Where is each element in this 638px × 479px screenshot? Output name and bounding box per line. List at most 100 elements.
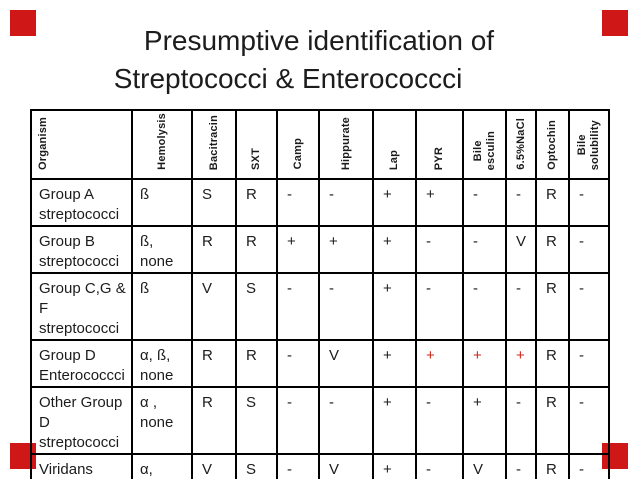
result-cell: V (191, 271, 237, 341)
result-cell: + (372, 271, 417, 341)
result-cell: + (276, 224, 320, 274)
col-header-optochin: Optochin (535, 109, 570, 180)
result-cell: - (415, 224, 464, 274)
result-cell: + (462, 385, 507, 455)
table-row: Group B streptococci ß, none R R + + + - - V R - (30, 224, 610, 274)
result-cell: α, ß, none (131, 338, 193, 388)
col-header-lap: Lap (372, 109, 417, 180)
col-header-label-camp: Camp (291, 138, 304, 170)
result-cell: - (462, 224, 507, 274)
result-cell: + (462, 338, 507, 388)
result-cell: V (318, 452, 374, 479)
organism-cell: Group A streptococci (30, 177, 133, 227)
result-cell: - (276, 177, 320, 227)
col-header-label-nacl-6-5: 6.5%NaCl (514, 118, 527, 170)
col-header-bile-solubility: Bile solubility (568, 109, 610, 180)
result-cell: S (235, 385, 278, 455)
result-cell: R (535, 385, 570, 455)
col-header-label-hippurate: Hippurate (339, 116, 352, 170)
slide-title-line1: Presumptive identification of (143, 25, 495, 56)
table-row: Other Group D streptococci α , none R S - - + -… (30, 385, 610, 455)
identification-table: Organism Hemolysis Bacitracin SXT Camp Hippur… (30, 109, 610, 479)
col-header-camp: Camp (276, 109, 320, 180)
result-cell: R (235, 338, 278, 388)
result-cell: - (462, 177, 507, 227)
slide-title: Presumptive identification of Streptococ… (0, 22, 638, 98)
organism-cell: Other Group D streptococci (30, 385, 133, 455)
col-header-bacitracin: Bacitracin (191, 109, 237, 180)
result-cell: R (235, 224, 278, 274)
corner-accent-square-top-left (10, 10, 36, 36)
result-cell: + (505, 338, 537, 388)
result-cell: R (191, 385, 237, 455)
col-header-label-lap: Lap (388, 149, 400, 170)
col-header-label-bacitracin: Bacitracin (207, 114, 220, 170)
organism-cell: Group B streptococci (30, 224, 133, 274)
result-cell: R (535, 177, 570, 227)
result-cell: + (372, 385, 417, 455)
result-cell: S (191, 177, 237, 227)
result-cell: - (415, 452, 464, 479)
result-cell: S (235, 452, 278, 479)
result-cell: R (191, 224, 237, 274)
result-cell: - (276, 271, 320, 341)
result-cell: ß, none (131, 224, 193, 274)
result-cell: V (462, 452, 507, 479)
result-cell: R (191, 338, 237, 388)
result-cell: V (318, 338, 374, 388)
table-header: Organism Hemolysis Bacitracin SXT Camp Hippur… (30, 109, 610, 180)
result-cell: - (568, 271, 610, 341)
col-header-label-organism: Organism (37, 116, 49, 170)
result-cell: - (276, 452, 320, 479)
table-row: Group A streptococci ß S R - - + + - - R - (30, 177, 610, 227)
col-header-label-hemolysis: Hemolysis (155, 113, 168, 170)
result-cell: ß (131, 177, 193, 227)
result-cell: - (568, 224, 610, 274)
table-header-row: Organism Hemolysis Bacitracin SXT Camp Hippur… (30, 109, 610, 180)
result-cell: - (415, 271, 464, 341)
result-cell: R (535, 452, 570, 479)
result-cell: R (535, 271, 570, 341)
result-cell: - (505, 271, 537, 341)
col-header-nacl-6-5: 6.5%NaCl (505, 109, 537, 180)
result-cell: - (568, 385, 610, 455)
result-cell: ß (131, 271, 193, 341)
result-cell: R (535, 224, 570, 274)
result-cell: - (505, 177, 537, 227)
result-cell: - (415, 385, 464, 455)
col-header-hippurate: Hippurate (318, 109, 374, 180)
result-cell: - (568, 177, 610, 227)
result-cell: - (505, 452, 537, 479)
result-cell: + (415, 338, 464, 388)
col-header-sxt: SXT (235, 109, 278, 180)
result-cell: + (372, 177, 417, 227)
col-header-label-bile-solubility: Bile solubility (576, 119, 601, 170)
result-cell: - (276, 338, 320, 388)
result-cell: R (535, 338, 570, 388)
organism-cell: Group D Enterococcci (30, 338, 133, 388)
col-header-label-sxt: SXT (250, 147, 262, 170)
table-row: Group D Enterococcci α, ß, none R R - V + + + + R - (30, 338, 610, 388)
table-row: Group C,G & F streptococci ß V S - - + - - - R - (30, 271, 610, 341)
result-cell: - (318, 385, 374, 455)
result-cell: - (462, 271, 507, 341)
result-cell: + (415, 177, 464, 227)
col-header-pyr: PYR (415, 109, 464, 180)
slide-title-line2: Streptococci & Enterococcci (113, 63, 463, 94)
organism-cell: Viridans streptococci (30, 452, 133, 479)
col-header-organism: Organism (30, 109, 133, 180)
result-cell: + (372, 224, 417, 274)
result-cell: - (318, 271, 374, 341)
result-cell: + (372, 338, 417, 388)
result-cell: S (235, 271, 278, 341)
col-header-label-bile-esculin: Bile esculin (471, 130, 497, 170)
result-cell: + (372, 452, 417, 479)
corner-accent-square-top-right (602, 10, 628, 36)
result-cell: R (235, 177, 278, 227)
result-cell: α, none (131, 452, 193, 479)
result-cell: - (505, 385, 537, 455)
col-header-label-pyr: PYR (433, 146, 445, 170)
result-cell: α , none (131, 385, 193, 455)
